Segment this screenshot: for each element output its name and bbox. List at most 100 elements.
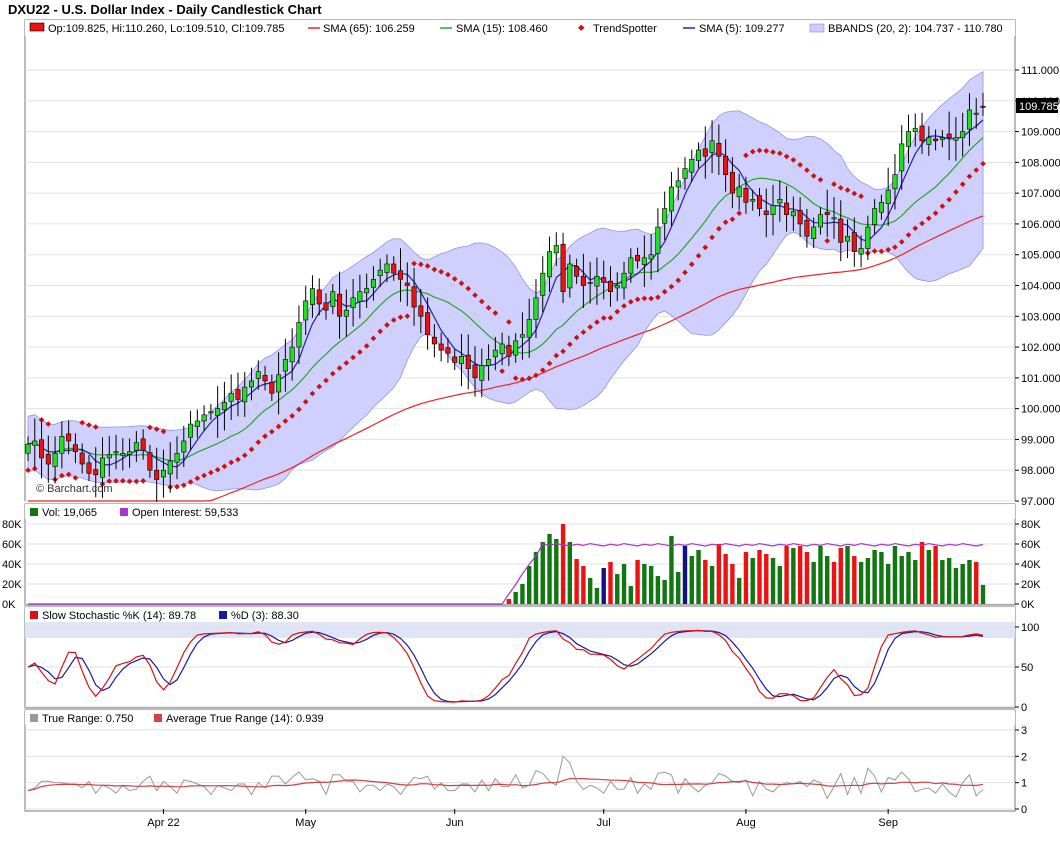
candle-down [316,289,322,305]
candle-up [831,217,837,220]
candle-up [682,168,688,179]
trendspotter-marker [905,232,912,238]
candle-up [770,205,776,215]
chart-title: DXU22 - U.S. Dollar Index - Daily Candle… [8,2,322,17]
trendspotter-marker [187,479,194,485]
candle-down [418,305,424,317]
candle-up [865,226,871,249]
volume-bar [845,546,850,604]
true-range-axis-label: 2 [1021,751,1027,763]
price-tick-label: 100.000 [1021,404,1060,416]
trendspotter-marker [140,478,146,484]
volume-bar [540,542,545,604]
candle-up [872,208,878,225]
trendspotter-marker [668,283,675,290]
volume-bar [560,524,566,604]
legend-stoch-k: Slow Stochastic %K (14): 89.78 [42,610,196,622]
legend-stoch-d: %D (3): 88.30 [231,610,299,622]
stochastic-d-line [27,630,984,703]
volume-bar [872,550,877,604]
candle-up [350,297,356,308]
volume-bar [574,559,579,604]
trendspotter-marker [776,150,783,157]
candle-down [851,232,857,252]
trendspotter-marker [749,148,756,155]
trendspotter-marker [966,173,973,180]
volume-bar [885,564,891,604]
trendspotter-marker [695,253,702,259]
trendspotter-marker [255,439,262,446]
candle-up [276,374,282,393]
volume-bar [858,562,864,604]
trendspotter-marker [275,423,282,430]
price-tick-label: 98.000 [1021,465,1055,477]
candle-up [899,143,905,172]
trendspotter-marker [763,148,770,154]
candle-down [147,452,153,471]
volume-axis-label: 0K [1021,599,1035,611]
true-range-axis-label: 0 [1021,804,1027,816]
candle-up [120,452,126,456]
stochastic-axis-label: 100 [1021,622,1039,634]
volume-bar [913,560,918,604]
volume-bars [506,524,986,604]
price-tick-label: 111.000 [1021,65,1059,77]
trendspotter-marker [248,446,255,453]
candle-up [228,392,234,402]
trendspotter-marker [539,367,546,373]
trendspotter-marker [119,477,126,484]
volume-bar [709,566,715,604]
trendspotter-marker [72,475,79,481]
candle-up [939,137,945,140]
candle-up [167,460,173,475]
price-tick-label: 107.000 [1021,188,1060,200]
price-legend: Op:109.825, Hi:110.260, Lo:109.510, Cl:1… [29,22,1003,35]
candle-up [648,254,654,260]
trendspotter-marker [722,219,729,226]
candle-down [411,286,417,308]
trendspotter-marker [160,428,167,435]
trendspotter-marker [208,469,214,476]
trendspotter-marker [262,433,268,440]
trendspotter-marker [756,147,763,154]
stochastic-lines [27,629,984,703]
volume-bar [906,552,911,604]
candle-up [242,386,248,403]
candle-down [506,344,512,357]
trendspotter-marker [438,268,444,275]
volume-bar [974,562,979,604]
price-tick-label: 102.000 [1021,342,1060,354]
price-panel: Op:109.825, Hi:110.260, Lo:109.510, Cl:1… [24,19,1060,508]
candle-up [736,186,742,198]
candle-down [702,148,708,157]
volume-panel: Vol: 19,065 Open Interest: 59,533 80K80K… [2,503,1041,611]
candle-up [668,186,674,212]
price-tick-label: 108.000 [1021,157,1060,169]
legend-open-interest: Open Interest: 59,533 [132,507,238,519]
trendspotter-marker [688,261,695,268]
sma5-line [27,119,984,468]
volume-bar [757,550,762,604]
trendspotter-marker [810,173,817,179]
trendspotter-marker [892,244,898,251]
trendspotter-marker [65,471,72,478]
candle-down [431,336,437,345]
trendspotter-marker [397,314,404,321]
volume-bar [608,562,613,604]
trendspotter-marker [573,334,580,341]
candle-down [445,347,451,354]
trendspotter-marker [133,478,140,485]
trendspotter-marker [783,153,790,160]
open-interest-line [28,542,984,605]
trendspotter-marker [25,467,31,474]
candle-up [621,272,627,289]
trendspotter-marker [329,370,336,377]
stochastic-axis-label: 0 [1021,702,1027,714]
candle-up [540,272,546,296]
candle-down [235,389,241,400]
candle-up [100,457,106,478]
candle-up [594,275,600,287]
trendspotter-markers [25,147,986,490]
candle-up [696,149,702,161]
volume-bar [919,542,925,604]
